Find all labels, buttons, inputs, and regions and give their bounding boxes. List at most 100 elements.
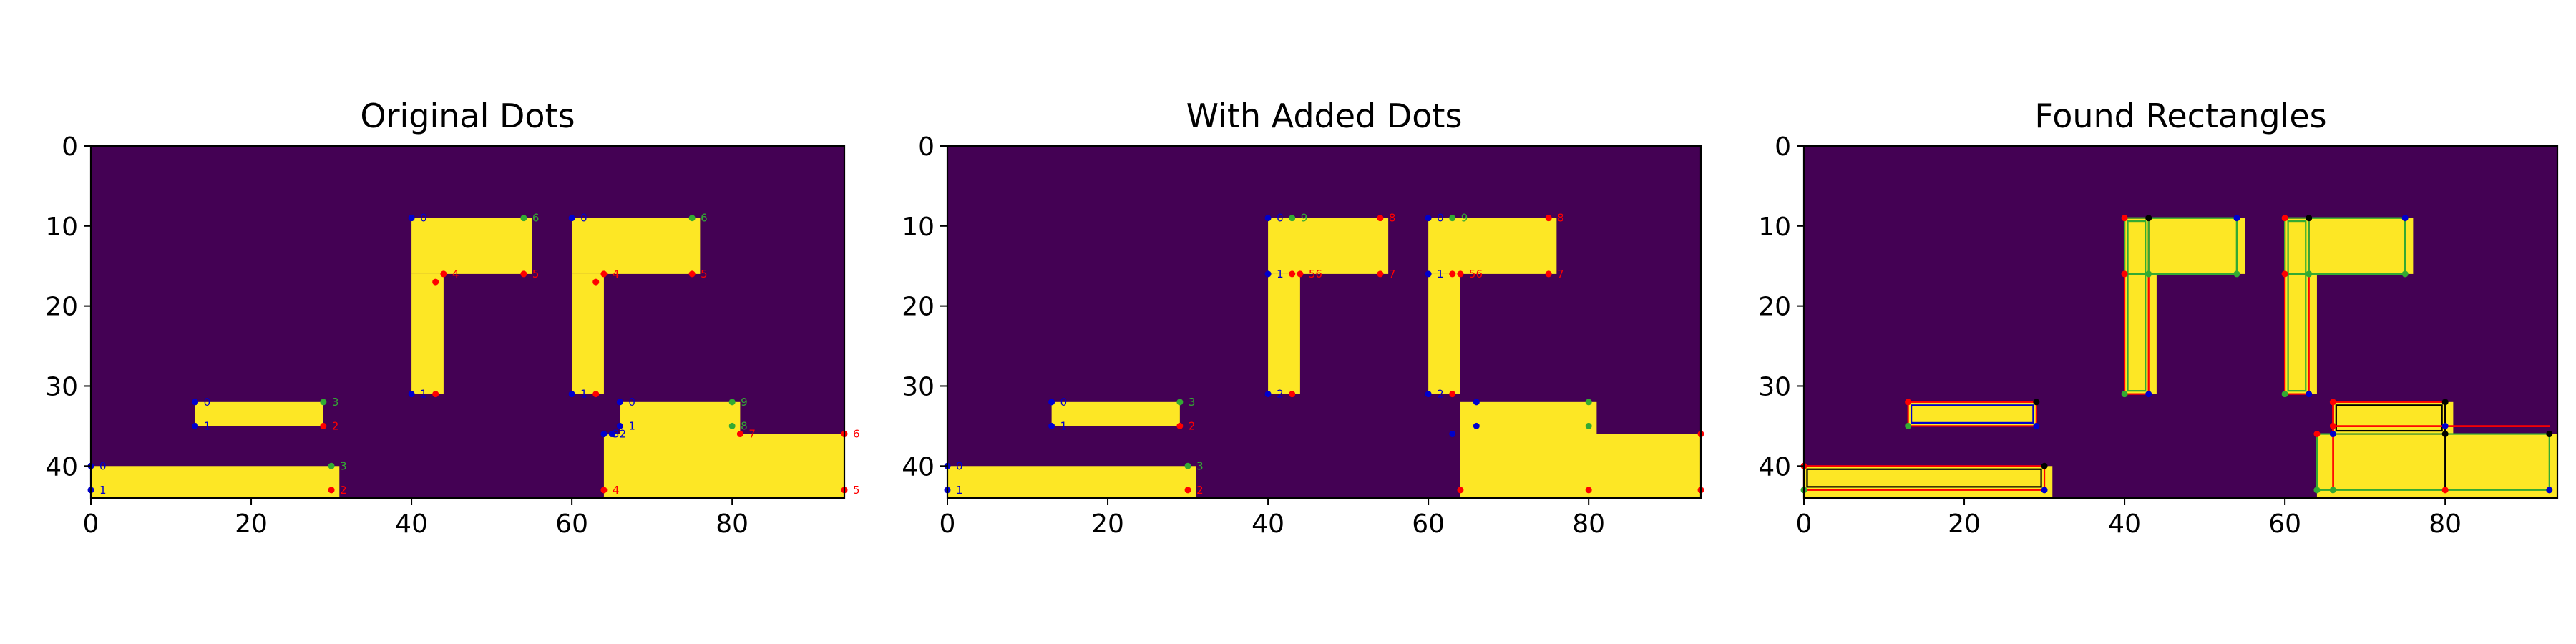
chart-title: Original Dots — [360, 97, 575, 135]
dot-label-8: 0 — [1277, 212, 1284, 225]
dot-label-24: 32 — [613, 428, 626, 441]
dot-26 — [2329, 422, 2336, 429]
dot-22 — [616, 399, 623, 406]
dot-17 — [2306, 215, 2313, 222]
dot-12 — [1264, 270, 1272, 278]
dot-7 — [2041, 487, 2048, 494]
filled-region-0 — [1051, 401, 1180, 426]
dot-label-19: 4 — [613, 268, 620, 280]
dot-label-27: 5 — [853, 484, 860, 497]
dot-label-9: 1 — [420, 388, 427, 401]
dot-label-26: 4 — [613, 484, 620, 497]
dot-32 — [1585, 487, 1592, 494]
dot-label-0: 0 — [204, 396, 211, 409]
filled-region-7 — [1460, 434, 1701, 498]
dot-20 — [2306, 270, 2313, 278]
dot-17 — [592, 391, 600, 398]
dot-label-20: 7 — [1557, 268, 1564, 280]
panel-found-rectangles: Found Rectangles 0 20 40 60 80 0 10 20 30 40 — [1758, 97, 2559, 539]
x-tick-label: 80 — [1572, 509, 1605, 539]
dot-label-3: 3 — [332, 396, 339, 409]
x-tick-label: 0 — [940, 509, 956, 539]
y-tick-label: 40 — [1758, 452, 1791, 482]
filled-region-6 — [620, 401, 741, 434]
x-tick-label: 20 — [1948, 509, 1981, 539]
axes-frame — [89, 145, 846, 499]
dot-16 — [568, 391, 575, 398]
y-tick-label: 20 — [1758, 293, 1791, 322]
axes-frame — [946, 145, 1702, 499]
dot-1 — [192, 422, 199, 429]
dot-label-22: 0 — [628, 396, 635, 409]
dot-9 — [2145, 215, 2152, 222]
dot-label-2: 2 — [332, 419, 339, 432]
dot-23 — [616, 422, 623, 429]
dot-label-30: 8 — [741, 419, 748, 432]
dot-label-1: 1 — [1060, 419, 1068, 432]
filled-region-5 — [2285, 273, 2317, 394]
dot-label-14: 6 — [532, 212, 540, 225]
dot-label-21: 1 — [1437, 268, 1444, 280]
dot-25 — [1449, 391, 1456, 398]
dot-0 — [1048, 399, 1055, 406]
dot-label-12: 1 — [1277, 268, 1284, 280]
dot-label-6: 2 — [1196, 484, 1204, 497]
dot-19 — [600, 270, 608, 278]
x-tick-label: 80 — [2429, 509, 2462, 539]
dot-0 — [192, 399, 199, 406]
chart-title: Found Rectangles — [2034, 97, 2326, 135]
dot-20 — [688, 270, 696, 278]
dot-14 — [2121, 391, 2128, 398]
dot-29 — [2329, 431, 2336, 438]
y-tick-label: 10 — [902, 213, 935, 242]
filled-region-3 — [1268, 273, 1300, 394]
x-tick-label: 0 — [1796, 509, 1813, 539]
found-rectangle-11 — [2284, 217, 2406, 275]
dot-18 — [1449, 215, 1456, 222]
x-tick-label: 20 — [1091, 509, 1124, 539]
dot-6 — [328, 487, 335, 494]
dot-label-5: 1 — [99, 484, 107, 497]
y-tick-label: 0 — [918, 132, 935, 162]
dot-label-10: 8 — [1389, 212, 1396, 225]
dot-label-7: 3 — [340, 459, 347, 472]
dot-label-21: 6 — [701, 212, 708, 225]
filled-region-5 — [572, 273, 604, 394]
x-tick-label: 20 — [235, 509, 268, 539]
dot-20 — [1545, 270, 1552, 278]
x-tick-label: 80 — [716, 509, 748, 539]
x-tick-label: 40 — [395, 509, 428, 539]
dot-29 — [736, 431, 743, 438]
filled-region-2 — [1268, 218, 1389, 274]
dot-26 — [1473, 399, 1480, 406]
dot-label-29: 7 — [748, 428, 756, 441]
dot-8 — [2121, 215, 2128, 222]
dot-10 — [1377, 215, 1384, 222]
dot-label-20: 5 — [701, 268, 708, 280]
dot-9 — [1289, 215, 1296, 222]
y-tick-label: 20 — [902, 293, 935, 322]
found-rectangle-0 — [1907, 401, 2037, 427]
dot-23 — [1457, 270, 1464, 278]
dot-21 — [1425, 270, 1432, 278]
dot-28 — [2313, 431, 2321, 438]
dot-11 — [1377, 270, 1384, 278]
filled-region-0 — [1908, 401, 2036, 426]
dot-33 — [2329, 487, 2336, 494]
dot-8 — [408, 215, 415, 222]
found-rectangle-7 — [2123, 217, 2238, 275]
dot-9 — [408, 391, 415, 398]
dot-21 — [688, 215, 696, 222]
filled-region-6 — [2333, 401, 2454, 434]
filled-region-6 — [1460, 401, 1597, 434]
x-tick-label: 60 — [555, 509, 588, 539]
y-tick-label: 20 — [45, 293, 78, 322]
dot-30 — [2441, 431, 2449, 438]
dot-10 — [2233, 215, 2240, 222]
dot-label-31: 9 — [741, 396, 748, 409]
dot-label-28: 6 — [853, 428, 860, 441]
dot-7 — [328, 462, 335, 469]
